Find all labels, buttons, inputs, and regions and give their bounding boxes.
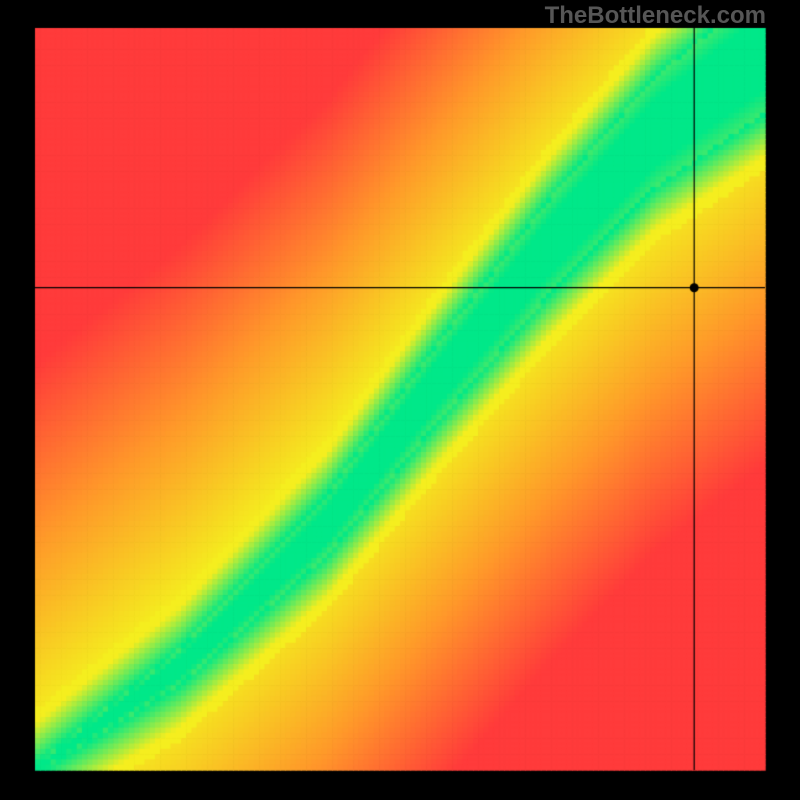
chart-container: { "canvas": { "width": 800, "height": 80… [0,0,800,800]
heatmap-canvas [0,0,800,800]
